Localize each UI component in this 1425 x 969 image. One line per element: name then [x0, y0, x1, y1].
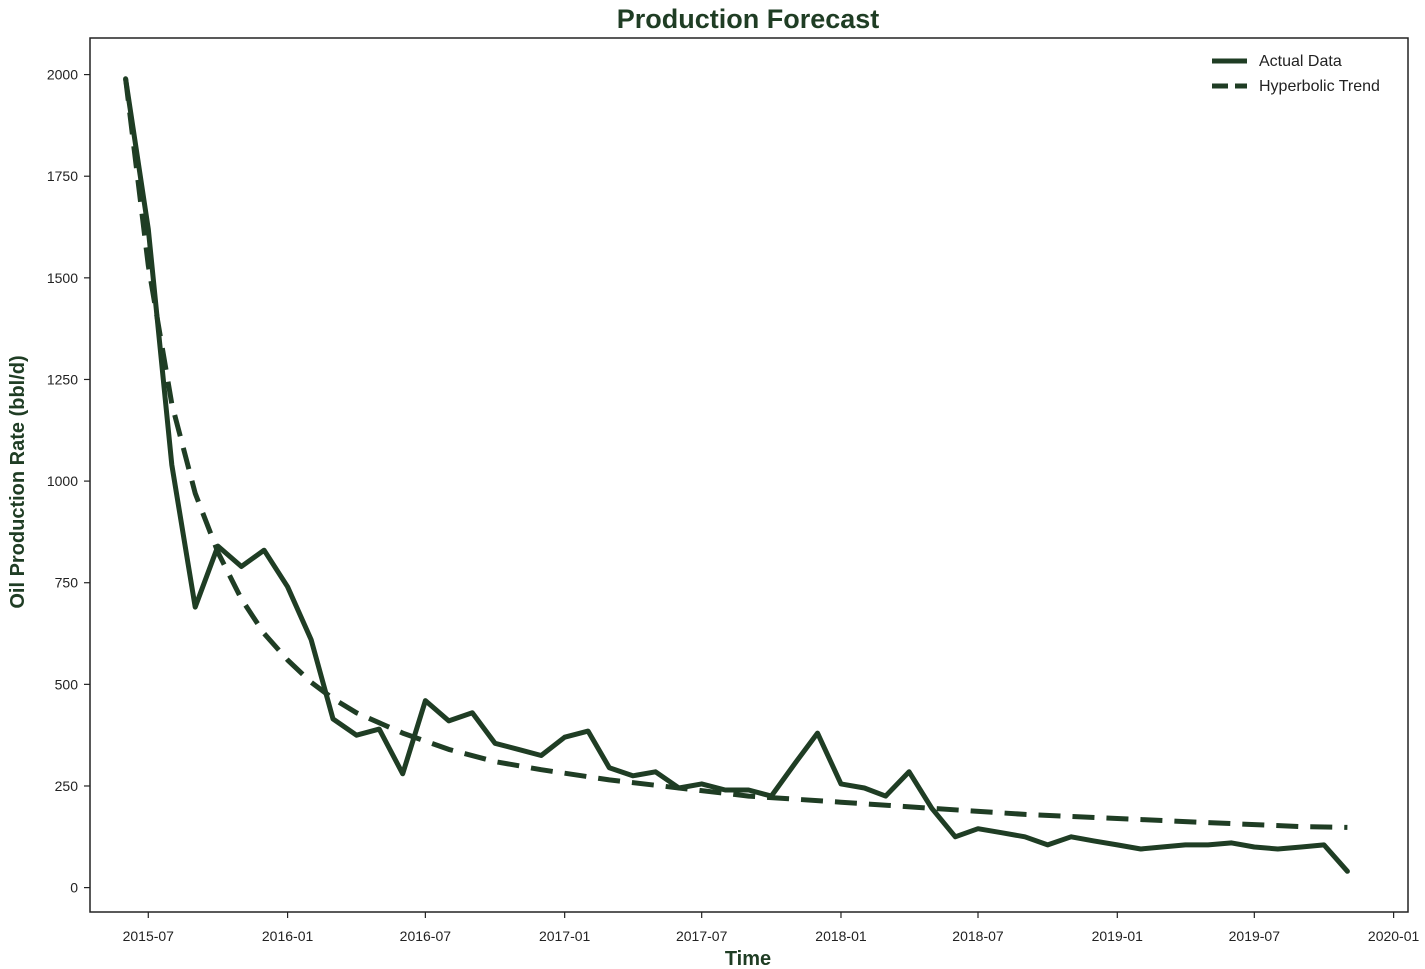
x-tick-label: 2015-07 [123, 928, 175, 944]
x-tick-label: 2018-01 [815, 928, 867, 944]
x-axis-ticks: 2015-07 2016-01 2016-07 2017-01 2017-07 2018-… [123, 912, 1420, 944]
legend-label: Hyperbolic Trend [1259, 78, 1380, 95]
x-tick-label: 2019-07 [1229, 928, 1281, 944]
series-layer [123, 76, 1350, 874]
legend-label: Actual Data [1259, 53, 1342, 70]
x-axis-label: Time [725, 948, 771, 969]
x-tick-label: 2017-07 [676, 928, 728, 944]
x-tick-label: 2017-01 [539, 928, 591, 944]
y-tick-label: 1750 [47, 168, 78, 184]
plot-frame [89, 37, 1409, 913]
x-tick-label: 2020-01 [1368, 928, 1420, 944]
y-tick-label: 250 [55, 778, 79, 794]
y-tick-label: 500 [55, 676, 79, 692]
x-tick-label: 2018-07 [952, 928, 1004, 944]
y-axis-label: Oil Production Rate (bbl/d) [7, 355, 29, 608]
y-tick-label: 2000 [47, 67, 78, 83]
x-tick-label: 2016-07 [400, 928, 452, 944]
series-hyperbolic-trend-line [123, 78, 1348, 830]
y-tick-label: 1250 [47, 371, 78, 387]
y-tick-label: 0 [70, 880, 78, 896]
legend: Actual Data Hyperbolic Trend [1212, 53, 1380, 95]
y-axis-ticks: 0 250 500 750 1000 1250 1500 1750 2000 [47, 67, 90, 896]
chart-title: Production Forecast [617, 4, 880, 34]
y-tick-label: 750 [55, 575, 79, 591]
y-tick-label: 1500 [47, 270, 78, 286]
x-tick-label: 2016-01 [262, 928, 314, 944]
series-actual-data-line [123, 76, 1350, 874]
x-tick-label: 2019-01 [1092, 928, 1144, 944]
y-tick-label: 1000 [47, 473, 78, 489]
